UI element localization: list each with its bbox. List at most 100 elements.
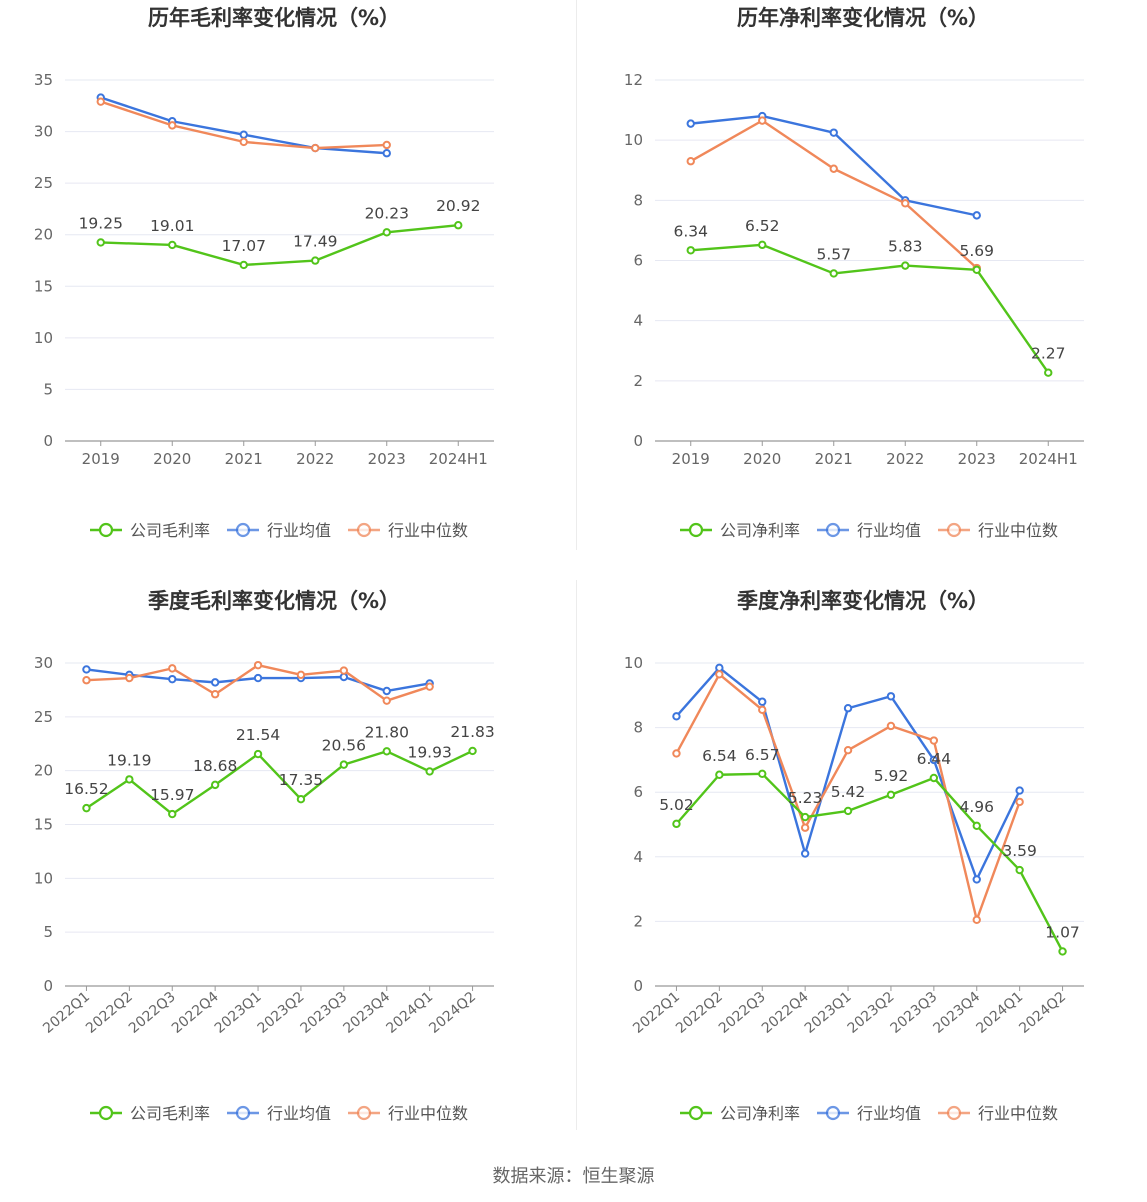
- data-point: [1015, 786, 1024, 795]
- data-point: [1015, 865, 1024, 875]
- chart-panel-4: 季度净利率变化情况（%）02468102022Q12022Q22022Q3202…: [624, 589, 1084, 1123]
- data-point: [686, 157, 695, 166]
- legend-item[interactable]: 行业均值: [227, 1104, 331, 1123]
- x-tick-label: 2024Q2: [1016, 989, 1069, 1037]
- data-label: 6.52: [745, 217, 780, 235]
- x-tick-label: 2023Q2: [845, 989, 898, 1037]
- data-label: 20.92: [436, 197, 480, 215]
- data-point: [929, 736, 939, 745]
- chart-title: 历年毛利率变化情况（%）: [148, 6, 400, 30]
- x-tick-label: 2022Q4: [169, 989, 222, 1037]
- data-point: [239, 260, 248, 270]
- y-tick-label: 20: [34, 226, 53, 244]
- data-point: [672, 819, 681, 829]
- legend-item[interactable]: 公司毛利率: [90, 521, 210, 540]
- series-line-company: [85, 749, 474, 816]
- y-tick-label: 0: [43, 432, 53, 450]
- legend-item[interactable]: 行业中位数: [938, 521, 1058, 540]
- legend-label: 行业中位数: [388, 521, 468, 540]
- legend-item[interactable]: 行业中位数: [348, 521, 468, 540]
- x-tick-label: 2020: [153, 450, 191, 468]
- legend-item[interactable]: 公司净利率: [680, 1104, 800, 1123]
- x-tick-label: 2022Q1: [630, 989, 683, 1037]
- data-point: [382, 228, 391, 237]
- x-tick-label: 2023Q2: [255, 989, 308, 1037]
- legend-label: 行业均值: [267, 521, 331, 540]
- data-point: [168, 809, 177, 819]
- legend-item[interactable]: 行业均值: [817, 521, 921, 540]
- data-point: [382, 140, 391, 150]
- data-point: [82, 665, 91, 674]
- legend-label: 公司毛利率: [130, 1104, 210, 1123]
- x-tick-label: 2022Q2: [83, 989, 136, 1037]
- y-tick-label: 0: [633, 977, 643, 995]
- y-tick-label: 30: [34, 123, 53, 141]
- legend-marker-icon: [235, 1105, 251, 1121]
- x-tick-label: 2022Q3: [126, 989, 179, 1037]
- data-point: [886, 721, 896, 731]
- x-tick-label: 2022: [296, 450, 334, 468]
- data-point: [758, 705, 767, 715]
- x-tick-label: 2023Q3: [298, 989, 351, 1037]
- y-tick-label: 35: [34, 71, 53, 89]
- data-point: [82, 803, 91, 813]
- legend-label: 行业中位数: [388, 1104, 468, 1123]
- data-point: [382, 747, 391, 756]
- data-label: 3.59: [1002, 842, 1037, 860]
- x-tick-label: 2022Q3: [716, 989, 769, 1037]
- data-point: [972, 211, 981, 220]
- x-tick-label: 2023Q4: [930, 989, 983, 1037]
- data-point: [125, 775, 134, 784]
- data-point: [686, 246, 695, 255]
- y-tick-label: 10: [624, 654, 643, 672]
- legend-label: 行业中位数: [978, 521, 1058, 540]
- legend-marker-icon: [946, 1105, 962, 1121]
- legend-marker-icon: [688, 1105, 704, 1121]
- data-label: 17.35: [279, 771, 323, 789]
- x-tick-label: 2022Q1: [40, 989, 93, 1037]
- data-point: [96, 238, 105, 247]
- data-point: [901, 261, 910, 270]
- data-label: 2.27: [1031, 345, 1066, 363]
- data-point: [253, 749, 263, 759]
- data-point: [468, 746, 477, 756]
- data-label: 20.56: [322, 737, 366, 755]
- legend-label: 行业均值: [267, 1104, 331, 1123]
- data-label: 4.96: [959, 798, 994, 816]
- data-point: [382, 149, 391, 158]
- legend-marker-icon: [356, 522, 372, 538]
- data-point: [1044, 368, 1053, 377]
- data-point: [168, 674, 177, 684]
- legend-label: 行业均值: [857, 521, 921, 540]
- data-label: 5.57: [816, 245, 851, 263]
- x-tick-label: 2022: [886, 450, 924, 468]
- x-tick-label: 2021: [815, 450, 853, 468]
- chart-panel-1: 历年毛利率变化情况（%） 0 5 10 15 20 25 30 35 2019 2020 2021 20…: [34, 6, 494, 540]
- data-point: [339, 760, 349, 769]
- data-point: [829, 269, 838, 278]
- legend-item[interactable]: 公司净利率: [680, 521, 800, 540]
- legend-item[interactable]: 行业均值: [227, 521, 331, 540]
- data-point: [972, 875, 981, 884]
- data-point: [672, 712, 681, 721]
- y-tick-label: 2: [633, 912, 643, 930]
- data-point: [425, 682, 434, 691]
- series-line-company: [100, 224, 459, 267]
- data-point: [758, 240, 767, 250]
- data-point: [1058, 947, 1067, 956]
- x-tick-label: 2019: [672, 450, 710, 468]
- legend-item[interactable]: 行业中位数: [348, 1104, 468, 1123]
- y-tick-label: 15: [34, 816, 53, 834]
- data-point: [253, 673, 263, 683]
- data-label: 5.69: [959, 242, 994, 260]
- y-tick-label: 25: [34, 708, 53, 726]
- legend-item[interactable]: 公司毛利率: [90, 1104, 210, 1123]
- legend-item[interactable]: 行业中位数: [938, 1104, 1058, 1123]
- data-label: 19.19: [107, 751, 151, 769]
- data-label: 5.23: [788, 789, 823, 807]
- y-tick-label: 2: [633, 372, 643, 390]
- legend-item[interactable]: 行业均值: [817, 1104, 921, 1123]
- legend-label: 公司毛利率: [130, 521, 210, 540]
- y-tick-label: 5: [43, 380, 53, 398]
- x-tick-label: 2023Q4: [340, 989, 393, 1037]
